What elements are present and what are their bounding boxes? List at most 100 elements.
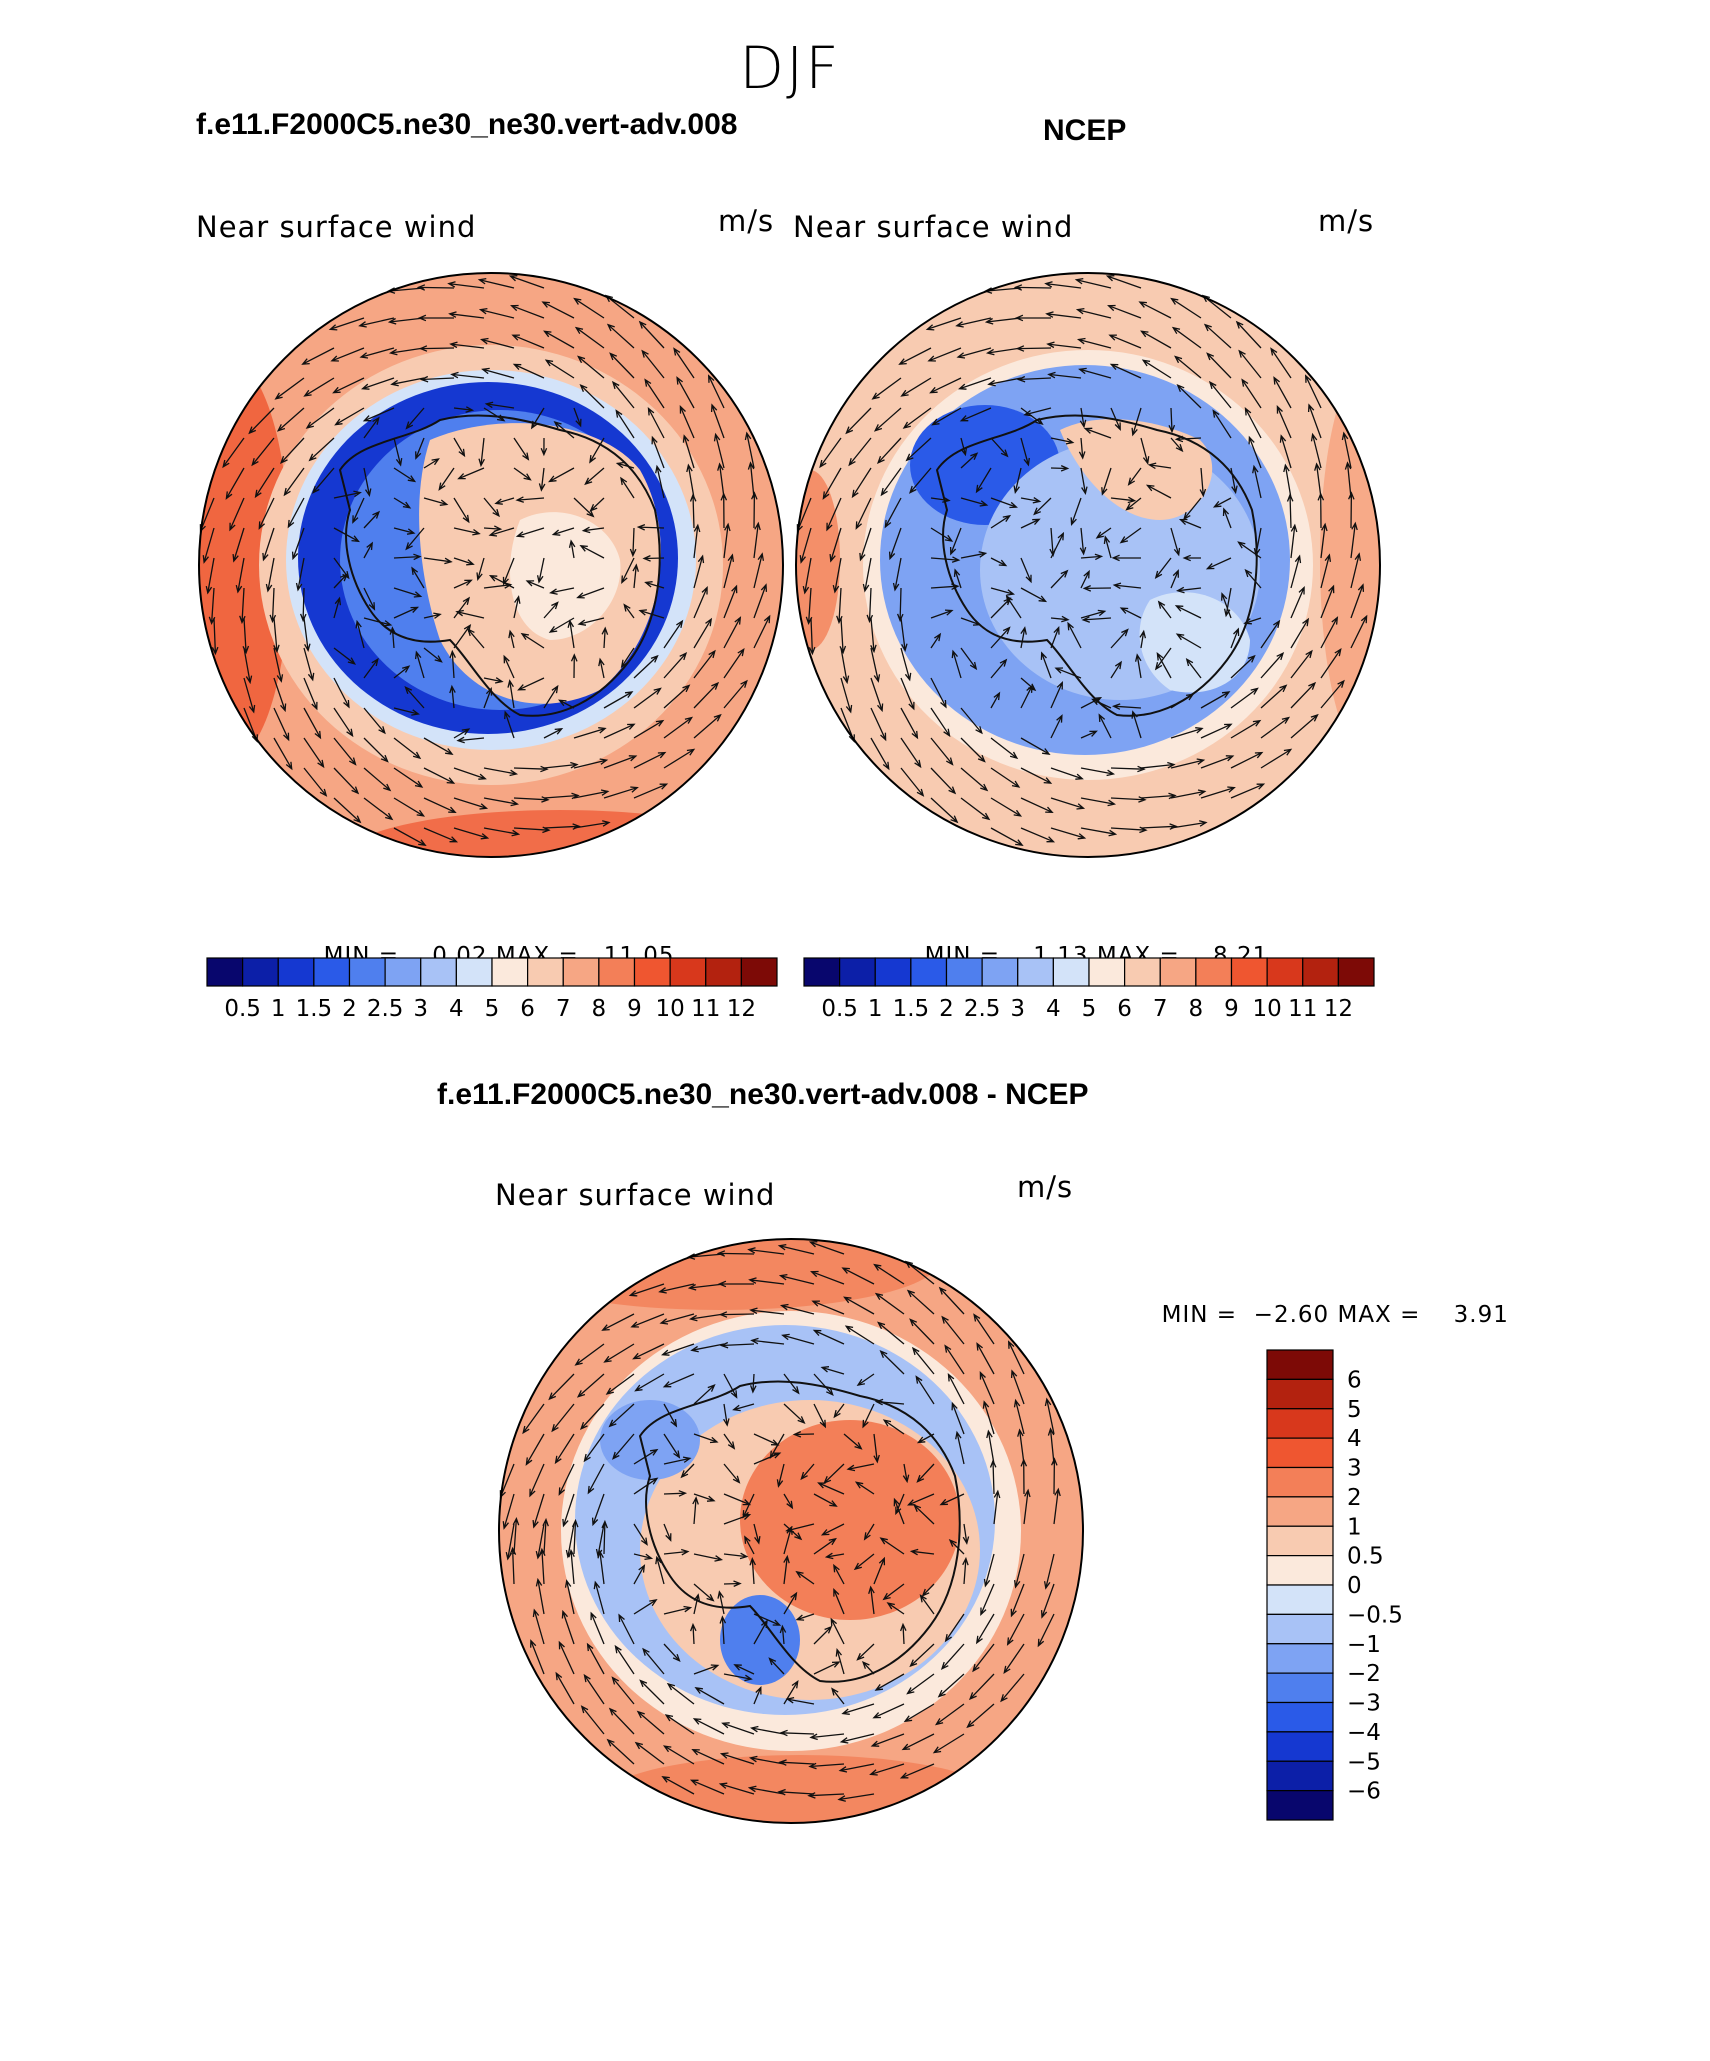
wind-arrow (880, 467, 902, 497)
panel2-colorbar-box (1017, 957, 1054, 987)
wind-arrow (723, 584, 738, 619)
panel3-colorbar-box (1266, 1701, 1334, 1733)
wind-arrow (303, 677, 318, 711)
wind-arrow (641, 349, 665, 379)
wind-arrow (900, 617, 908, 653)
wind-arrow (1013, 1398, 1025, 1435)
wind-arrow (457, 467, 485, 480)
panel3-colorbar-box (1266, 1437, 1334, 1469)
wind-arrow (1182, 554, 1201, 562)
wind-arrow (520, 632, 545, 649)
wind-arrow (1156, 652, 1172, 679)
panel1-left-label: Near surface wind (196, 210, 477, 244)
wind-arrow (947, 1373, 965, 1405)
wind-arrow (723, 522, 731, 559)
wind-arrow (508, 629, 515, 649)
wind-arrow (662, 1745, 695, 1765)
wind-arrow (882, 1583, 905, 1601)
wind-arrow (723, 1373, 738, 1399)
wind-arrow (299, 587, 307, 623)
wind-arrow (303, 707, 322, 740)
wind-arrow (900, 677, 915, 711)
wind-arrow (605, 1373, 635, 1395)
wind-arrow (911, 1346, 935, 1375)
wind-arrow (723, 1403, 730, 1427)
wind-arrow (620, 647, 635, 669)
wind-arrow (1081, 616, 1112, 623)
panel2-colorbar-box (981, 957, 1019, 987)
wind-arrow (813, 1373, 834, 1397)
wind-arrow (962, 1556, 969, 1585)
panel1-colorbar-box (455, 957, 493, 987)
wind-arrow (478, 437, 485, 468)
wind-arrow (870, 647, 881, 683)
panel3-min-label: MIN = (1161, 1302, 1238, 1328)
panel1-colorbar-tick-label: 10 (655, 996, 684, 1022)
wind-arrow (1290, 713, 1319, 739)
wind-arrow (986, 1429, 995, 1465)
wind-arrow (979, 1371, 995, 1405)
wind-arrow (363, 416, 380, 439)
panel1-colorbar-tick-label: 6 (520, 996, 535, 1022)
wind-arrow (900, 707, 919, 740)
wind-arrow (960, 647, 978, 671)
wind-arrow (876, 437, 902, 465)
wind-arrow (846, 1463, 875, 1472)
wind-arrow (393, 467, 417, 483)
wind-arrow (243, 677, 256, 714)
wind-arrow (418, 345, 455, 352)
wind-arrow (362, 407, 395, 422)
wind-arrow (423, 497, 449, 506)
wind-arrow (447, 281, 485, 289)
wind-arrow (1230, 654, 1256, 679)
wind-arrow (642, 555, 665, 562)
wind-arrow (930, 496, 951, 503)
wind-arrow (511, 334, 545, 349)
wind-arrow (543, 684, 559, 709)
wind-arrow (1170, 437, 1184, 453)
wind-arrow (813, 1537, 837, 1555)
wind-arrow (538, 1547, 546, 1585)
wind-arrow (632, 563, 640, 589)
wind-arrow (453, 767, 487, 780)
panel1-units-label: m/s (718, 204, 775, 238)
wind-arrow (1141, 359, 1172, 379)
wind-arrow (1110, 796, 1147, 803)
wind-arrow (573, 297, 605, 319)
wind-arrow (1013, 284, 1052, 291)
wind-arrow (1050, 615, 1070, 623)
wind-arrow (655, 1555, 665, 1585)
wind-arrow (615, 409, 635, 439)
wind-arrow (817, 1482, 845, 1495)
wind-arrow (680, 1463, 695, 1479)
wind-arrow (1279, 434, 1292, 469)
wind-arrow (393, 767, 424, 788)
wind-arrow (921, 1583, 935, 1597)
wind-arrow (562, 1493, 575, 1528)
wind-arrow (573, 820, 611, 829)
wind-arrow (1206, 352, 1232, 379)
wind-arrow (483, 767, 519, 777)
wind-arrow (693, 681, 720, 709)
wind-arrow (811, 1300, 845, 1315)
wind-arrow (393, 827, 427, 847)
wind-arrow (820, 1523, 845, 1536)
wind-arrow (723, 616, 742, 649)
panel1-colorbar-tick-label: 7 (556, 996, 571, 1022)
wind-arrow (1110, 407, 1121, 431)
wind-arrow (870, 737, 890, 771)
wind-arrow (807, 1792, 845, 1799)
wind-arrow (982, 1400, 995, 1435)
wind-arrow (363, 541, 374, 559)
wind-arrow (716, 1250, 755, 1257)
wind-arrow (966, 1703, 995, 1729)
wind-arrow (508, 275, 545, 289)
wind-arrow (614, 1644, 635, 1675)
wind-arrow (953, 568, 962, 589)
wind-arrow (1040, 651, 1052, 679)
wind-arrow (586, 1642, 605, 1675)
wind-arrow (352, 497, 365, 524)
wind-arrow (838, 1763, 875, 1773)
wind-arrow (1050, 626, 1060, 649)
wind-arrow (720, 492, 728, 529)
